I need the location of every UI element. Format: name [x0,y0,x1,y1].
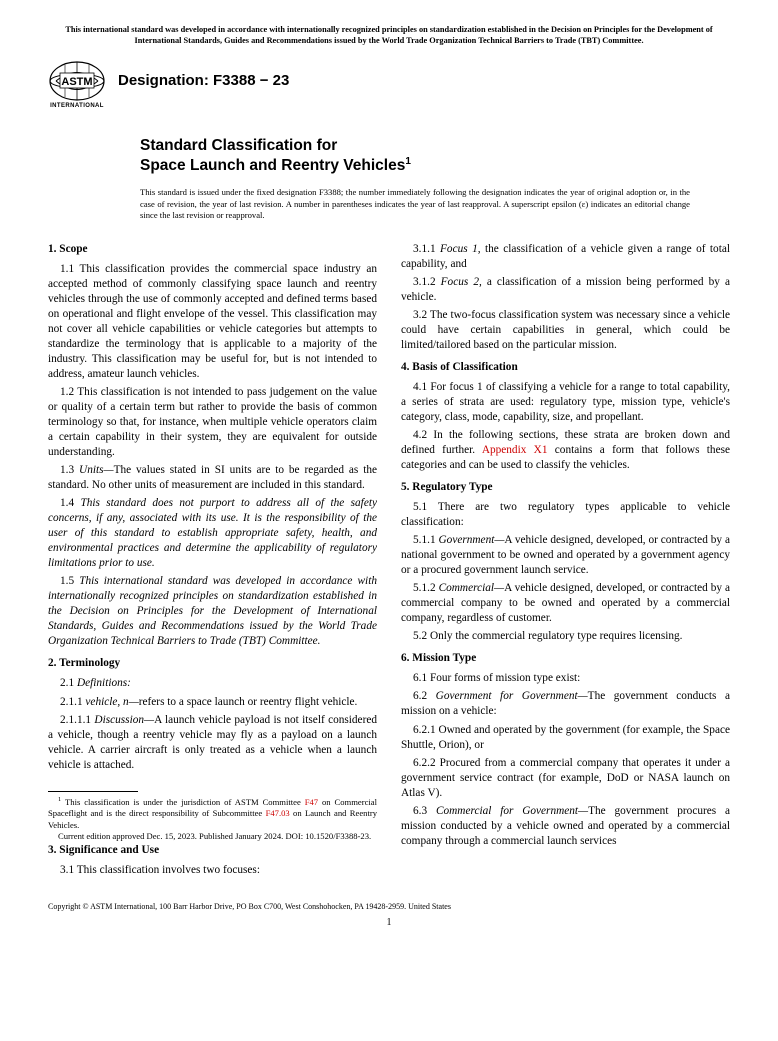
para-1-5: 1.5 This international standard was deve… [48,574,377,649]
footnote-separator [48,791,138,792]
page-number: 1 [48,917,730,929]
para-1-3: 1.3 Units—The values stated in SI units … [48,463,377,493]
heading-scope: 1. Scope [48,242,377,257]
appendix-x1-link[interactable]: Appendix X1 [482,444,548,456]
para-3-1-2: 3.1.2 Focus 2, a classification of a mis… [401,275,730,305]
para-5-1: 5.1 There are two regulatory types appli… [401,500,730,530]
para-5-2: 5.2 Only the commercial regulatory type … [401,629,730,644]
heading-basis: 4. Basis of Classification [401,360,730,375]
footnote-1b: Current edition approved Dec. 15, 2023. … [48,831,377,843]
para-6-2-2: 6.2.2 Procured from a commercial company… [401,756,730,801]
para-6-1: 6.1 Four forms of mission type exist: [401,671,730,686]
para-5-1-2: 5.1.2 Commercial—A vehicle designed, dev… [401,581,730,626]
document-title: Standard Classification for Space Launch… [140,136,730,175]
astm-logo: ASTM INTERNATIONAL [48,60,106,110]
body-columns: 1. Scope 1.1 This classification provide… [48,242,730,878]
title-line-1: Standard Classification for [140,137,337,154]
svg-text:ASTM: ASTM [61,76,92,88]
para-2-1-1-1: 2.1.1.1 Discussion—A launch vehicle payl… [48,713,377,773]
title-sup: 1 [405,156,411,167]
para-1-2: 1.2 This classification is not intended … [48,385,377,460]
link-f4703[interactable]: F47.03 [266,808,290,818]
logo-label: INTERNATIONAL [48,103,106,110]
para-2-1-1: 2.1.1 vehicle, n—refers to a space launc… [48,695,377,710]
footnote-1: 1 This classification is under the juris… [48,796,377,832]
link-f47[interactable]: F47 [305,796,318,806]
heading-mission: 6. Mission Type [401,651,730,666]
copyright-line: Copyright © ASTM International, 100 Barr… [48,902,730,911]
heading-regulatory: 5. Regulatory Type [401,480,730,495]
para-4-2: 4.2 In the following sections, these str… [401,428,730,473]
header-row: ASTM INTERNATIONAL Designation: F3388 − … [48,60,730,110]
title-block: Standard Classification for Space Launch… [48,136,730,222]
para-6-2-1: 6.2.1 Owned and operated by the governme… [401,723,730,753]
heading-significance: 3. Significance and Use [48,843,377,858]
para-5-1-1: 5.1.1 Government—A vehicle designed, dev… [401,533,730,578]
para-6-3: 6.3 Commercial for Government—The govern… [401,804,730,849]
designation: Designation: F3388 − 23 [118,72,289,89]
title-line-2: Space Launch and Reentry Vehicles [140,157,405,174]
para-3-2: 3.2 The two-focus classification system … [401,308,730,353]
issuance-note: This standard is issued under the fixed … [140,187,730,222]
para-4-1: 4.1 For focus 1 of classifying a vehicle… [401,380,730,425]
para-1-4: 1.4 This standard does not purport to ad… [48,496,377,571]
para-1-1: 1.1 This classification provides the com… [48,262,377,382]
heading-terminology: 2. Terminology [48,656,377,671]
para-3-1: 3.1 This classification involves two foc… [48,863,377,878]
top-notice: This international standard was develope… [48,24,730,46]
para-3-1-1: 3.1.1 Focus 1, the classification of a v… [401,242,730,272]
para-6-2: 6.2 Government for Government—The govern… [401,689,730,719]
para-2-1: 2.1 Definitions: [48,676,377,691]
